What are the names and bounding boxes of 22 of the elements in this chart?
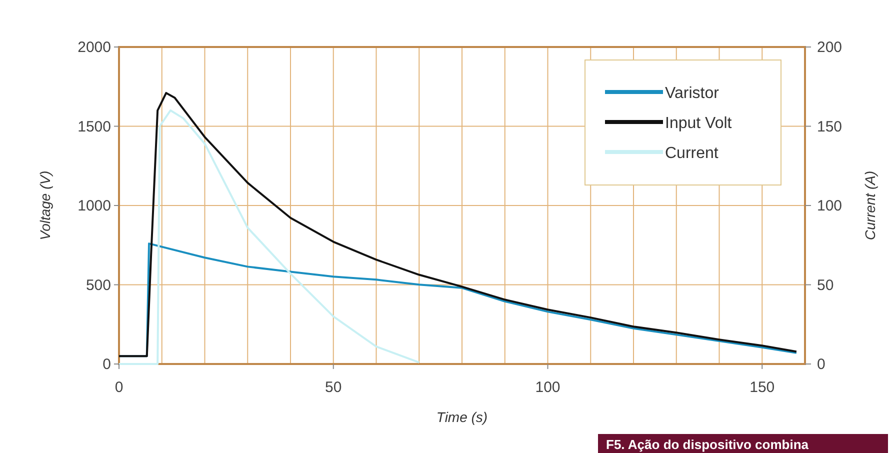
y-tick-label: 1500: [78, 118, 111, 136]
y-tick-label: 500: [86, 276, 111, 294]
x-axis-title: Time (s): [436, 409, 488, 425]
x-tick-label: 50: [325, 379, 342, 396]
y-axis-title: Voltage (V): [37, 170, 53, 240]
legend-label: Varistor: [665, 85, 720, 102]
line-series: [118, 109, 420, 365]
y2-tick-label: 50: [817, 276, 834, 294]
y2-tick-label: 150: [817, 118, 842, 136]
x-tick-label: 0: [114, 379, 124, 396]
y-tick-label: 1000: [78, 198, 111, 214]
y2-axis-title: Current (A): [862, 170, 878, 240]
x-tick-label: 150: [750, 379, 775, 396]
x-tick-label: 100: [535, 379, 560, 396]
y2-tick-label: 100: [817, 198, 842, 214]
legend-label: Input Volt: [665, 115, 732, 132]
y-tick-label: 0: [102, 356, 111, 373]
y2-tick-label: 0: [817, 356, 826, 373]
text: F5. Ação do dispositivo combina: [606, 437, 810, 452]
legend-label: Current: [665, 145, 719, 162]
y2-tick-label: 200: [817, 39, 842, 56]
y-tick-label: 2000: [78, 39, 111, 56]
